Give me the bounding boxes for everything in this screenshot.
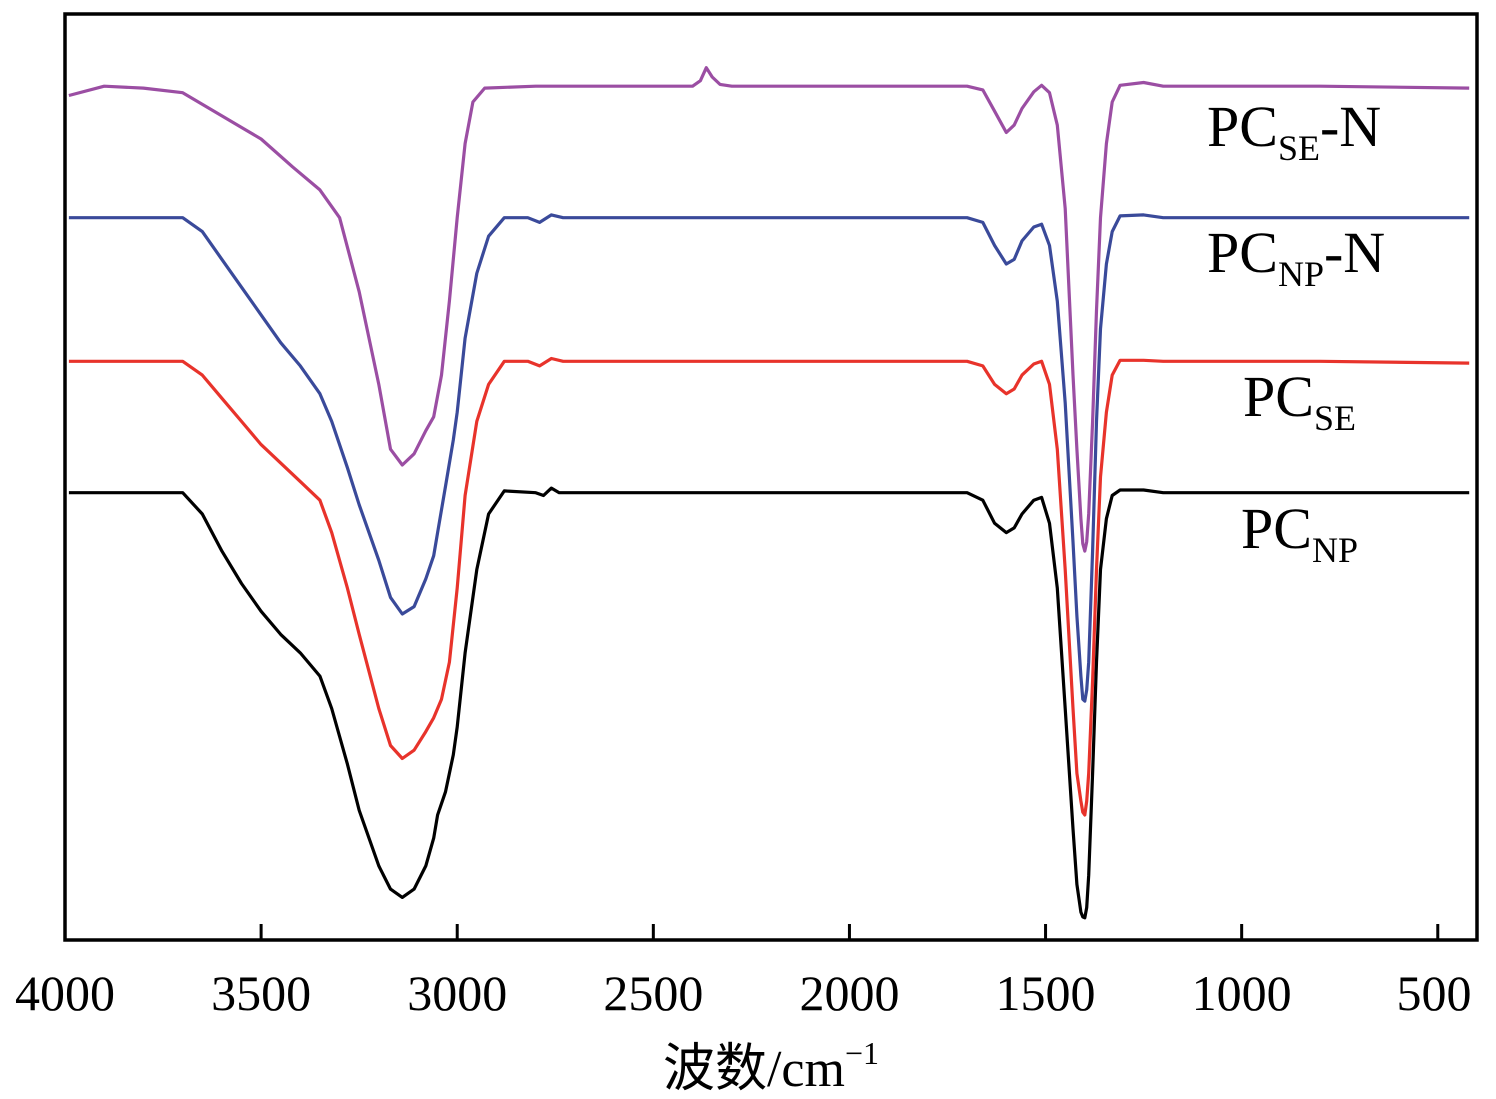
x-tick-label: 3000 [407,965,507,1021]
x-tick-label: 1500 [996,965,1096,1021]
plot-frame [63,12,1479,942]
x-axis-title: 波数/cm−1 [663,1035,879,1098]
series-label-4: PCNP [1241,496,1358,570]
series-label-3: PCSE [1243,364,1356,438]
series-lines [68,66,1470,920]
x-tick-label: 4000 [15,965,115,1021]
x-tick-label: 3500 [211,965,311,1021]
series-line-4 [68,486,1470,920]
x-tick-label: 500 [1397,965,1472,1021]
series-line-1 [68,66,1470,553]
x-tick-label: 2000 [799,965,899,1021]
x-tick-label: 2500 [603,965,703,1021]
series-labels: PCSE-N PCNP-N PCSE PCNP [1207,94,1385,570]
series-line-3 [68,356,1470,817]
x-axis-ticks: 4000 3500 3000 2500 2000 1500 1000 500 [15,924,1472,1021]
series-label-2: PCNP-N [1207,220,1385,294]
x-tick-label: 1000 [1192,965,1292,1021]
series-line-2 [68,213,1470,703]
x-axis-title-text: 波数/cm [663,1041,845,1098]
series-label-1: PCSE-N [1207,94,1381,168]
x-axis-title-superscript: −1 [845,1035,879,1071]
